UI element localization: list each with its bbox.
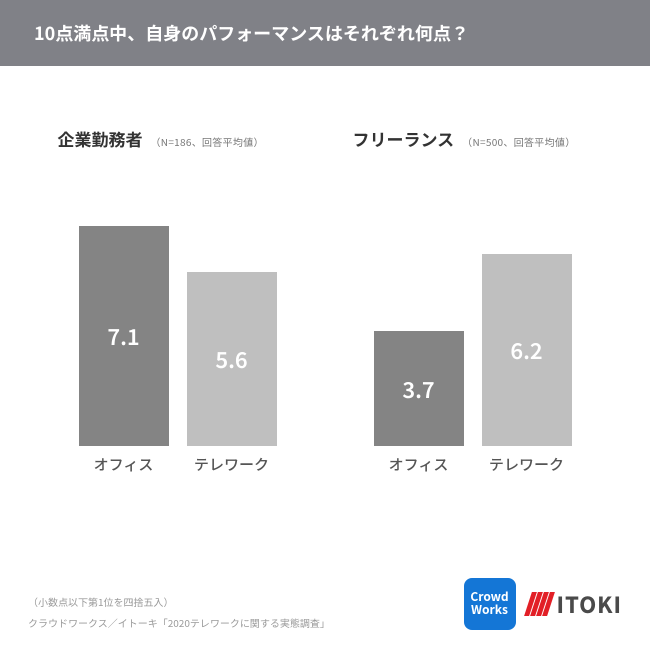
logo-row: Crowd Works ITOKI	[464, 578, 623, 630]
bar: 5.6 テレワーク	[187, 165, 277, 475]
itoki-logo: ITOKI	[528, 588, 623, 620]
bar: 6.2 テレワーク	[482, 165, 572, 475]
bar-value: 7.1	[107, 320, 139, 352]
bar: 7.1 オフィス	[79, 165, 169, 475]
bar-rect: 3.7	[374, 331, 464, 446]
bar-value: 5.6	[215, 343, 247, 375]
chart-area: 企業勤務者 （N=186、回答平均値） 7.1 オフィス 5.6 テレワーク フリーランス （…	[0, 126, 650, 475]
chart-group: 企業勤務者 （N=186、回答平均値） 7.1 オフィス 5.6 テレワーク	[38, 126, 318, 475]
bar-rect: 6.2	[482, 254, 572, 446]
footer: （小数点以下第1位を四捨五入） クラウドワークス／イトーキ「2020テレワークに…	[0, 578, 650, 630]
group-title: フリーランス	[353, 126, 455, 151]
bar-value: 3.7	[402, 373, 434, 405]
group-subtitle: （N=500、回答平均値）	[462, 134, 575, 149]
group-subtitle: （N=186、回答平均値）	[151, 134, 264, 149]
bar-category-label: テレワーク	[194, 454, 269, 475]
bar-row: 3.7 オフィス 6.2 テレワーク	[374, 165, 572, 475]
bar-row: 7.1 オフィス 5.6 テレワーク	[79, 165, 277, 475]
group-title: 企業勤務者	[58, 126, 143, 151]
crowdworks-logo-line2: Works	[471, 601, 508, 618]
footnote-source: クラウドワークス／イトーキ「2020テレワークに関する実態調査」	[28, 615, 330, 630]
bar-category-label: オフィス	[94, 454, 154, 475]
footnote-rounding: （小数点以下第1位を四捨五入）	[28, 594, 330, 609]
page-title: 10点満点中、自身のパフォーマンスはそれぞれ何点？	[0, 0, 650, 66]
itoki-stripes-icon	[524, 592, 555, 616]
footnotes: （小数点以下第1位を四捨五入） クラウドワークス／イトーキ「2020テレワークに…	[28, 594, 330, 630]
chart-group: フリーランス （N=500、回答平均値） 3.7 オフィス 6.2 テレワーク	[333, 126, 613, 475]
itoki-logo-text: ITOKI	[557, 588, 623, 620]
crowdworks-logo: Crowd Works	[464, 578, 516, 630]
bar-rect: 7.1	[79, 226, 169, 446]
group-header: フリーランス （N=500、回答平均値）	[353, 126, 576, 151]
bar-category-label: オフィス	[389, 454, 449, 475]
bar-category-label: テレワーク	[489, 454, 564, 475]
bar-rect: 5.6	[187, 272, 277, 446]
group-header: 企業勤務者 （N=186、回答平均値）	[58, 126, 264, 151]
bar: 3.7 オフィス	[374, 165, 464, 475]
bar-value: 6.2	[510, 334, 542, 366]
